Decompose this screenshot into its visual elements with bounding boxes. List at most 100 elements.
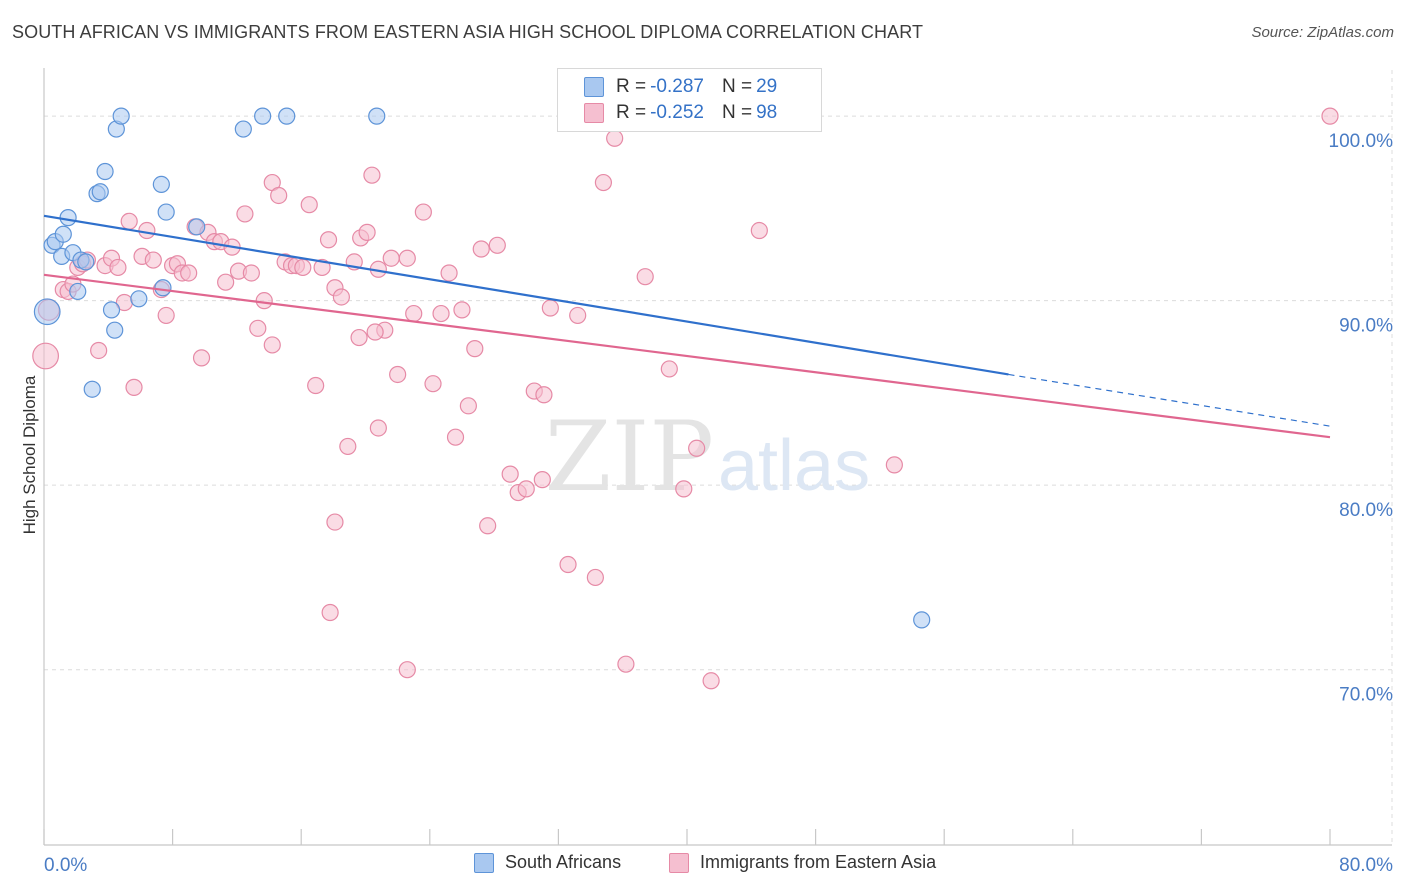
data-point-south-african [278,107,296,125]
data-point-immigrants [702,672,720,690]
data-point-south-african [154,279,172,297]
series-immigrants-eastern-asia-points [32,107,1339,690]
legend-swatch-pink [584,103,604,123]
data-point-immigrants [533,471,551,489]
data-point-immigrants [242,264,260,282]
data-point-south-african [157,203,175,221]
data-point-south-african [83,380,101,398]
data-point-south-african [106,321,124,339]
bottom-legend-label: South Africans [505,852,622,872]
legend-row-south-africans: R = -0.287 N = 29 [584,74,777,100]
tick-labels: 100.0% 90.0% 80.0% 70.0% 0.0% 80.0% [44,131,1393,876]
data-point-immigrants [270,186,288,205]
data-point-immigrants [569,306,587,325]
data-point-south-african [254,107,272,125]
bottom-legend-swatch-blue [474,852,494,873]
x-tick-label: 80.0% [1339,855,1393,876]
data-point-immigrants [319,231,338,249]
data-point-south-african [33,298,61,326]
legend-n-value: 29 [756,76,778,97]
trend-line-south-africans [43,214,1009,376]
data-point-immigrants [459,397,477,415]
data-point-immigrants [405,304,423,323]
data-point-immigrants [660,360,678,378]
trend-line-south-africans-extension [1008,373,1331,427]
data-point-immigrants [885,456,903,474]
bottom-legend-swatch-pink [669,852,689,873]
data-point-immigrants [300,196,318,214]
data-point-immigrants [750,221,768,240]
data-point-immigrants [440,264,458,282]
data-point-immigrants [541,299,559,317]
bottom-legend: South Africans Immigrants from Eastern A… [0,852,1406,876]
data-point-immigrants [109,258,127,277]
correlation-legend: R = -0.287 N = 29 R = -0.252 N = 98 [557,68,822,132]
data-point-immigrants [307,376,325,395]
data-point-immigrants [125,378,143,396]
watermark-atlas: atlas [718,426,870,506]
data-point-immigrants [688,439,706,457]
data-point-immigrants [488,236,506,254]
data-point-immigrants [350,328,368,347]
trend-line-immigrants [43,273,1331,439]
data-point-south-african [77,253,95,271]
data-point-south-african [96,162,114,181]
data-point-immigrants [636,268,654,286]
x-tick-label: 0.0% [44,855,87,876]
data-point-south-african [368,107,386,125]
data-point-immigrants [263,336,281,354]
y-axis-label: High School Diploma [20,375,39,535]
data-point-south-african [54,225,72,243]
data-point-immigrants [90,341,108,360]
data-point-south-african [59,209,77,227]
data-point-immigrants [358,223,376,241]
watermark: ZIP atlas [545,401,870,513]
data-point-immigrants [366,323,384,341]
y-tick-label: 80.0% [1339,500,1393,521]
legend-swatch-blue [584,77,604,97]
data-point-immigrants [313,258,331,277]
bottom-legend-label: Immigrants from Eastern Asia [700,852,937,872]
data-point-immigrants [675,480,693,498]
data-point-immigrants [180,264,198,282]
data-point-immigrants [517,480,535,498]
data-point-immigrants [1321,107,1339,125]
data-point-immigrants [144,251,162,269]
data-point-south-african [69,282,87,301]
series-south-africans-points [33,107,931,629]
data-point-south-african [913,611,931,629]
bottom-legend-immigrants: Immigrants from Eastern Asia [669,852,936,873]
y-tick-label: 90.0% [1339,316,1393,337]
data-point-immigrants [446,428,465,446]
data-point-immigrants [32,342,60,370]
source-note: Source: ZipAtlas.com [1251,24,1394,41]
legend-n-label: N = [721,102,753,123]
data-point-immigrants [255,292,273,310]
bottom-legend-south-africans: South Africans [474,852,621,873]
data-point-immigrants [479,517,497,535]
legend-r-label: R = [616,102,647,123]
data-point-south-african [102,301,121,319]
data-point-immigrants [432,304,450,323]
data-point-immigrants [398,661,416,679]
chart-title: SOUTH AFRICAN VS IMMIGRANTS FROM EASTERN… [12,22,924,42]
data-point-immigrants [236,205,254,223]
data-point-immigrants [559,555,577,574]
data-point-immigrants [339,437,357,456]
data-point-immigrants [321,603,339,622]
data-point-immigrants [414,203,432,221]
data-point-immigrants [363,166,381,184]
data-point-south-african [112,107,130,125]
data-point-immigrants [424,375,442,393]
data-point-immigrants [332,288,350,306]
watermark-zip: ZIP [545,401,714,513]
data-point-immigrants [192,349,211,367]
data-point-immigrants [594,173,613,192]
data-point-immigrants [586,568,604,587]
data-point-immigrants [249,319,267,337]
data-point-south-african [152,175,170,194]
data-point-immigrants [466,340,484,358]
data-point-immigrants [398,249,416,267]
data-point-immigrants [138,221,156,240]
